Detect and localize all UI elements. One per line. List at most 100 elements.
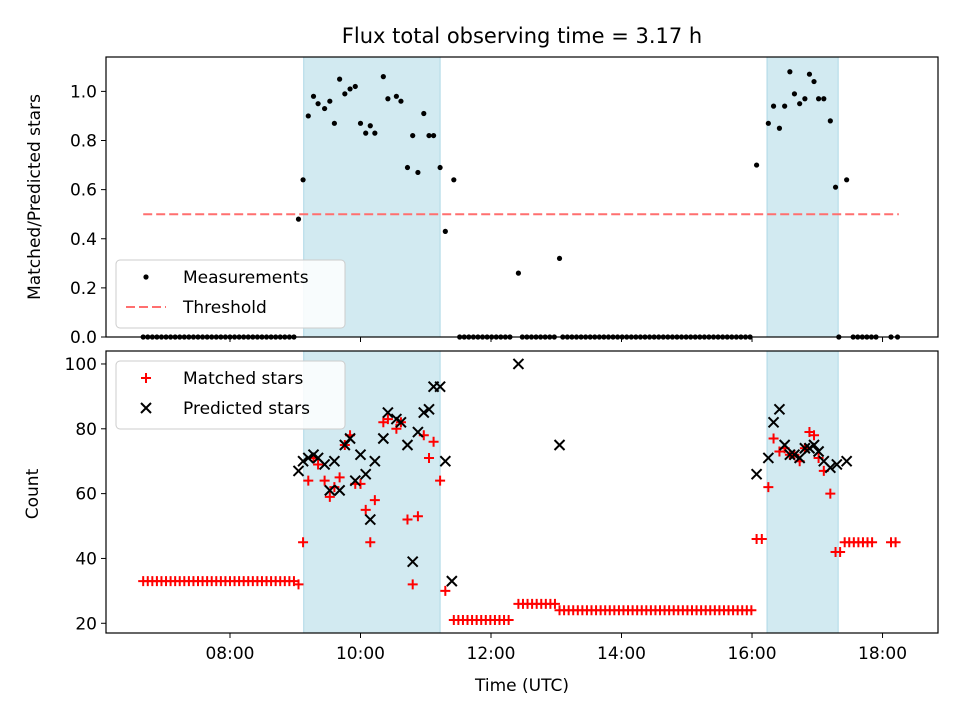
x-tick-label: 10:00 — [336, 644, 385, 664]
predicted-star-point — [784, 449, 796, 461]
y-tick-label: 0.4 — [70, 230, 97, 250]
observing-span-1 — [766, 350, 839, 634]
predicted-star-point — [767, 416, 780, 429]
measurement-point — [410, 132, 416, 139]
measurement-point — [844, 177, 850, 183]
predicted-star-point — [369, 455, 381, 467]
predicted-star-point — [344, 432, 356, 445]
predicted-star-point — [382, 406, 394, 419]
axes-frame — [105, 350, 939, 634]
measurement-point — [327, 98, 333, 104]
predicted-star-point — [808, 439, 820, 451]
matched-star-point — [825, 488, 836, 499]
bottom-y-axis-label: Count — [23, 468, 43, 519]
predicted-star-point — [824, 461, 837, 474]
measurement-point — [415, 169, 421, 176]
predicted-star-point — [773, 403, 786, 416]
predicted-star-point — [360, 468, 372, 480]
predicted-star-point — [446, 575, 458, 587]
measurement-point — [832, 184, 839, 190]
predicted-star-point — [292, 465, 305, 477]
measurement-point — [451, 177, 457, 183]
predicted-star-point — [788, 449, 801, 461]
measurement-point — [787, 69, 793, 75]
measurement-point — [372, 130, 378, 136]
measurement-point — [342, 91, 348, 97]
y-tick-label: 0.2 — [70, 279, 97, 299]
measurement-point — [515, 270, 522, 276]
matched-star-point — [407, 579, 418, 590]
y-tick-label: 20 — [75, 614, 97, 634]
measurement-point — [331, 120, 337, 126]
matched-star-point — [424, 452, 435, 463]
measurement-point — [367, 123, 373, 129]
measurement-point — [322, 105, 328, 112]
measurement-point — [437, 164, 443, 171]
predicted-star-point — [750, 468, 763, 480]
predicted-star-point — [377, 432, 390, 445]
measurement-point — [426, 132, 432, 139]
matched-star-point — [835, 546, 846, 557]
predicted-star-point — [799, 442, 811, 454]
x-tick-label: 14:00 — [597, 644, 646, 664]
measurement-point — [782, 103, 788, 109]
top-y-axis-label: Matched/Predicted stars — [25, 94, 45, 300]
legend-label: Predicted stars — [183, 399, 310, 419]
matched-star-point — [402, 514, 413, 525]
matched-star-point — [809, 430, 820, 441]
y-tick-label: 0.0 — [70, 328, 97, 348]
measurement-point — [770, 103, 777, 109]
measurement-point — [385, 96, 391, 102]
measurement-point — [357, 120, 364, 126]
measurement-point — [337, 76, 343, 82]
matched-star-point — [549, 598, 560, 609]
measurement-point — [295, 216, 302, 222]
predicted-star-point — [778, 439, 791, 451]
legend-label: Matched stars — [183, 369, 303, 389]
predicted-star-point — [831, 458, 843, 471]
predicted-star-point — [318, 458, 331, 471]
matched-star-point — [768, 433, 779, 444]
predicted-star-point — [439, 455, 452, 467]
axes-frame — [105, 56, 939, 338]
x-axis-label: Time (UTC) — [474, 676, 569, 696]
chart-title: Flux total observing time = 3.17 h — [342, 24, 702, 48]
x-tick-label: 12:00 — [467, 644, 516, 664]
matched-star-point — [382, 414, 393, 425]
top-panel: 0.0 0.2 0.4 0.6 0.8 1.0 Measurements Threshold — [70, 56, 939, 348]
x-tick-label: 18:00 — [858, 644, 907, 664]
predicted-star-point — [401, 439, 414, 451]
predicted-star-point — [793, 452, 806, 464]
matched-star-point — [503, 615, 514, 626]
measurement-point — [821, 96, 827, 102]
bottom-panel: 20 40 60 80 100 08:00 10:00 12:00 14:00 16:00 18:0… — [65, 350, 939, 664]
matched-star-point — [313, 459, 324, 470]
matched-star-point — [298, 537, 309, 548]
predicted-star-point — [423, 403, 435, 416]
measurement-point — [765, 120, 771, 126]
matched-star-point — [756, 534, 767, 544]
measurement-point — [815, 96, 822, 102]
measurement-point — [791, 91, 798, 97]
legend-box — [115, 259, 346, 329]
legend-box — [115, 360, 346, 430]
predicted-star-point — [395, 416, 407, 429]
y-tick-label: 0.6 — [70, 181, 97, 201]
matched-star-point — [867, 537, 878, 548]
measurement-point — [827, 118, 833, 124]
predicted-star-point — [328, 455, 341, 467]
predicted-star-point — [349, 474, 361, 487]
predicted-star-point — [762, 452, 775, 464]
measurement-point — [305, 113, 311, 119]
measurement-point — [363, 130, 369, 136]
matched-star-point — [369, 495, 380, 506]
x-tick-label: 08:00 — [205, 644, 254, 664]
y-tick-label: 40 — [75, 549, 97, 569]
y-tick-label: 80 — [75, 420, 97, 440]
matched-star-point — [365, 537, 376, 548]
matched-star-point — [746, 605, 757, 616]
matched-star-point — [324, 491, 335, 502]
predicted-star-point — [302, 452, 314, 464]
measurement-point — [776, 125, 783, 131]
